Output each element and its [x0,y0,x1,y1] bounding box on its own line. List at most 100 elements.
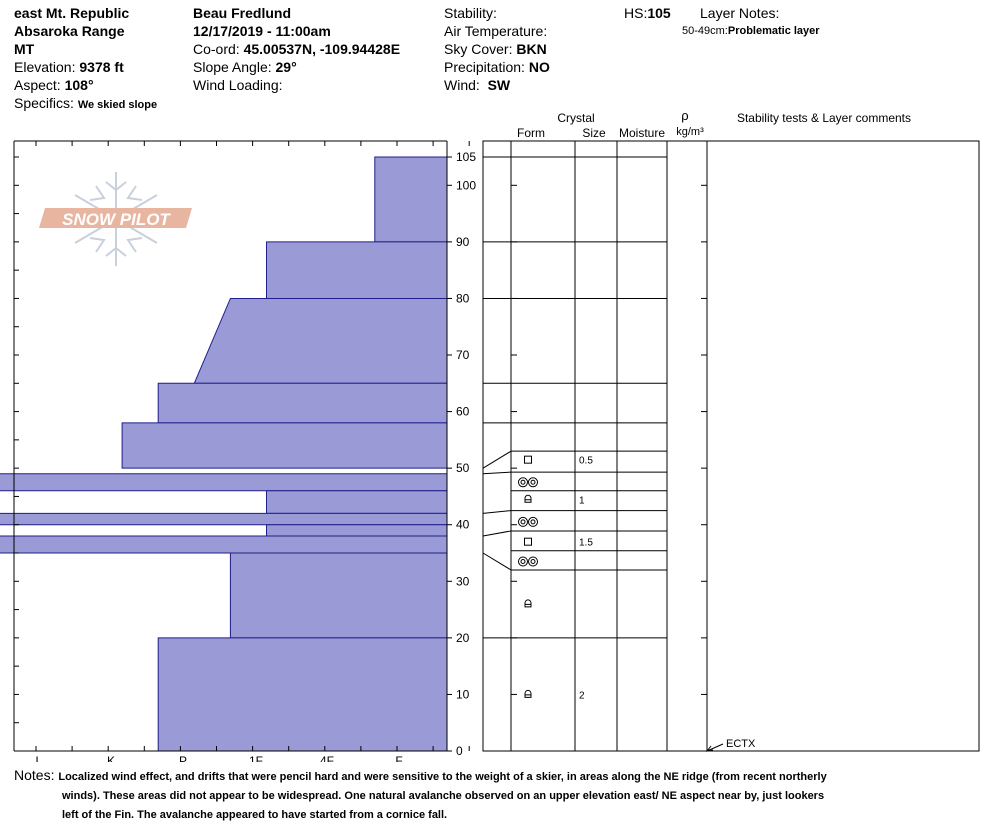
grid-connector [482,471,512,475]
hardness-layers [0,156,448,752]
conditions-block: Stability: Air Temperature: Sky Cover: B… [444,4,550,94]
notes-label: Notes: [14,767,55,783]
depth-tick-label: 90 [456,235,470,249]
size-header: Size [582,126,606,140]
hs-value: 105 [647,5,671,21]
comments-header: Stability tests & Layer comments [737,111,911,125]
crystal-size-label: 1 [579,495,585,506]
specifics-value: We skied slope [77,99,158,111]
crystal-form-faceted-icon [524,599,532,608]
depth-tick-label: 30 [456,574,470,588]
aspect-label: Aspect: [14,77,61,93]
precip-value: NO [528,59,550,75]
crystal-form-rounds-icon [518,556,528,567]
hardness-layer-7 [266,490,448,514]
hardness-layer-3 [157,382,448,424]
notes-line-1: Localized wind effect, and drifts that w… [58,771,827,783]
crystal-form-rounds-icon [520,519,526,525]
stability-tests: ECTX [705,738,756,752]
crystal-form-square-icon [524,537,532,546]
stability-test-arrow-icon [705,745,714,752]
crystal-symbols: 0.5 1 1.5 2 [518,455,593,701]
observation-datetime: 12/17/2019 - 11:00am [193,23,331,39]
crystal-form-faceted-icon [524,690,532,698]
hardness-label-P: P [179,754,187,762]
stability-label: Stability: [444,5,497,21]
crystal-size-label: 0.5 [579,456,593,467]
observer-name: Beau Fredlund [193,5,292,21]
hardness-axis: I K P 1F 4F F [13,140,470,762]
depth-tick-label: 50 [456,461,470,475]
crystal-form-rounds-icon [528,516,538,527]
depth-axis: 0 10 20 30 40 50 60 70 80 90 100 105 [447,150,476,758]
grid-connector [482,552,512,571]
layer-note-text: Problematic layer [727,25,820,37]
form-header: Form [517,126,545,140]
depth-tick-label: 70 [456,348,470,362]
crystal-form-rounds-icon [530,479,536,485]
hardness-layer-10 [0,535,448,554]
notes-block: Notes: Localized wind effect, and drifts… [14,766,994,825]
slope-value: 29° [275,59,297,75]
crystal-form-rounds-icon [520,479,526,485]
logo-banner [39,208,192,228]
precip-label: Precipitation: [444,59,525,75]
hs-block: HS:105 [624,4,671,22]
sky-label: Sky Cover: [444,41,513,57]
hardness-layer-9 [266,524,448,537]
crystal-form-rounds-icon [518,516,528,527]
elevation-label: Elevation: [14,59,76,75]
crystal-size-label: 2 [579,690,585,701]
hardness-layer-2 [193,297,448,384]
air-temp-label: Air Temperature: [444,23,548,39]
hardness-label-F: F [395,754,402,762]
crystal-form-rounds-icon [528,556,538,567]
layer-note-entry: 50-49cm:Problematic layer [682,22,820,40]
layer-notes-label: Layer Notes: [700,5,780,21]
grid-connector [482,450,512,469]
notes-line-2: winds). These areas did not appear to be… [62,790,825,802]
location-name: east Mt. Republic [14,5,130,21]
wind-value: SW [487,77,511,93]
coord-label: Co-ord: [193,41,240,57]
hardness-label-K: K [107,754,115,762]
depth-tick-label: 40 [456,518,470,532]
hardness-layer-11 [229,552,448,639]
slope-label: Slope Angle: [193,59,272,75]
wind-loading-label: Wind Loading: [193,77,283,93]
layer-note-depth: 50-49cm: [682,25,728,37]
location-block: east Mt. Republic Absaroka Range MT Elev… [14,4,157,114]
crystal-form-rounds-icon [518,477,528,488]
snowpilot-logo: SNOW PILOT [39,172,192,266]
crystal-form-rounds-icon [530,558,536,564]
depth-tick-label: 80 [456,291,470,305]
hardness-label-4F: 4F [320,754,334,762]
crystal-size-label: 1.5 [579,538,593,549]
density-header: kg/m³ [676,126,704,138]
stability-test-label: ECTX [726,738,756,750]
depth-tick-label: 60 [456,405,470,419]
state-name: MT [14,41,35,57]
notes-line-3: left of the Fin. The avalanche appeared … [62,809,448,821]
moisture-header: Moisture [619,126,665,140]
layer-grid [482,140,980,752]
range-name: Absaroka Range [14,23,125,39]
hardness-layer-0 [374,156,448,243]
rho-header: ρ [681,108,688,123]
hardness-layer-4 [121,422,448,469]
elevation-value: 9378 ft [79,59,124,75]
hardness-layer-6 [0,473,448,492]
snow-pit-chart: Crystal Form Size Moisture ρ kg/m³ Stabi… [0,108,980,762]
specifics-label: Specifics: [14,95,74,111]
hardness-layer-8 [0,512,448,526]
depth-tick-label: 20 [456,631,470,645]
hardness-label-I: I [35,754,38,762]
observer-block: Beau Fredlund 12/17/2019 - 11:00am Co-or… [193,4,400,94]
layer-notes-title: Layer Notes: [700,4,779,22]
sky-value: BKN [516,41,547,57]
hardness-label-1F: 1F [249,754,263,762]
crystal-form-rounds-icon [520,558,526,564]
depth-tick-label: 105 [456,150,476,164]
aspect-value: 108° [64,77,94,93]
stability-test-pointer [706,743,724,752]
